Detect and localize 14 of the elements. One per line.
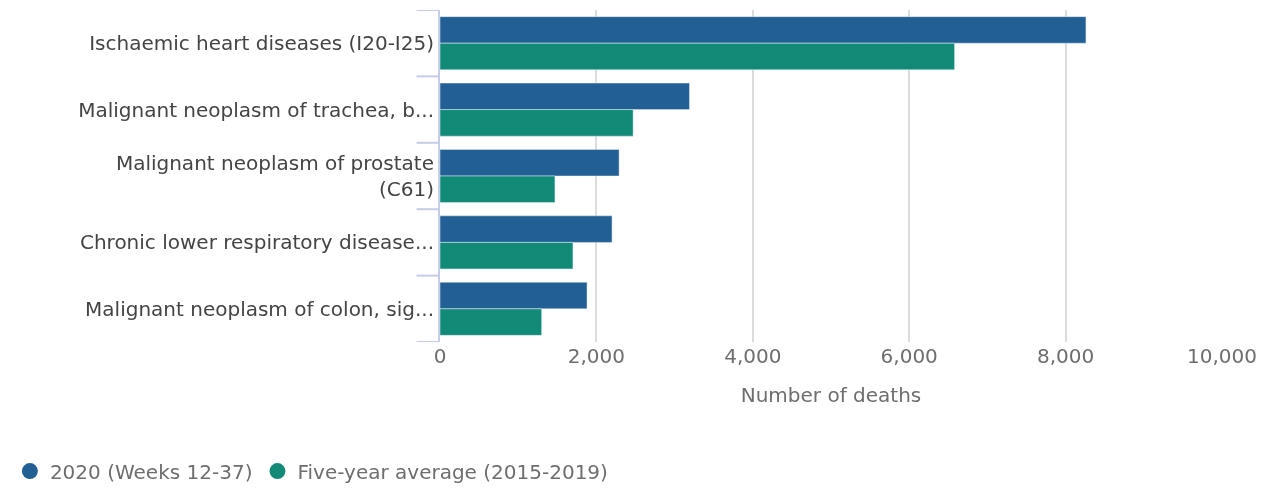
y-tick-label: Chronic lower respiratory disease...: [79, 230, 434, 255]
x-tick-label: 6,000: [880, 344, 938, 368]
x-axis-title: Number of deaths: [740, 382, 922, 407]
x-tick-label: 4,000: [724, 344, 782, 368]
x-tick-label: 10,000: [1187, 344, 1257, 368]
x-tick-label: 0: [433, 344, 447, 368]
y-tick-label: Malignant neoplasm of colon, sig...: [85, 296, 434, 321]
x-tick-label: 8,000: [1036, 344, 1095, 368]
x-tick-label: 2,000: [567, 344, 626, 368]
y-tick-label: Malignant neoplasm of trachea, b...: [78, 97, 434, 122]
y-tick-label: Malignant neoplasm of prostate (C61): [115, 151, 434, 201]
legend-label: Five-year average (2015-2019): [297, 459, 608, 484]
legend-label: 2020 (Weeks 12-37): [49, 459, 253, 484]
y-tick-label: Ischaemic heart diseases (I20-I25): [89, 31, 434, 56]
